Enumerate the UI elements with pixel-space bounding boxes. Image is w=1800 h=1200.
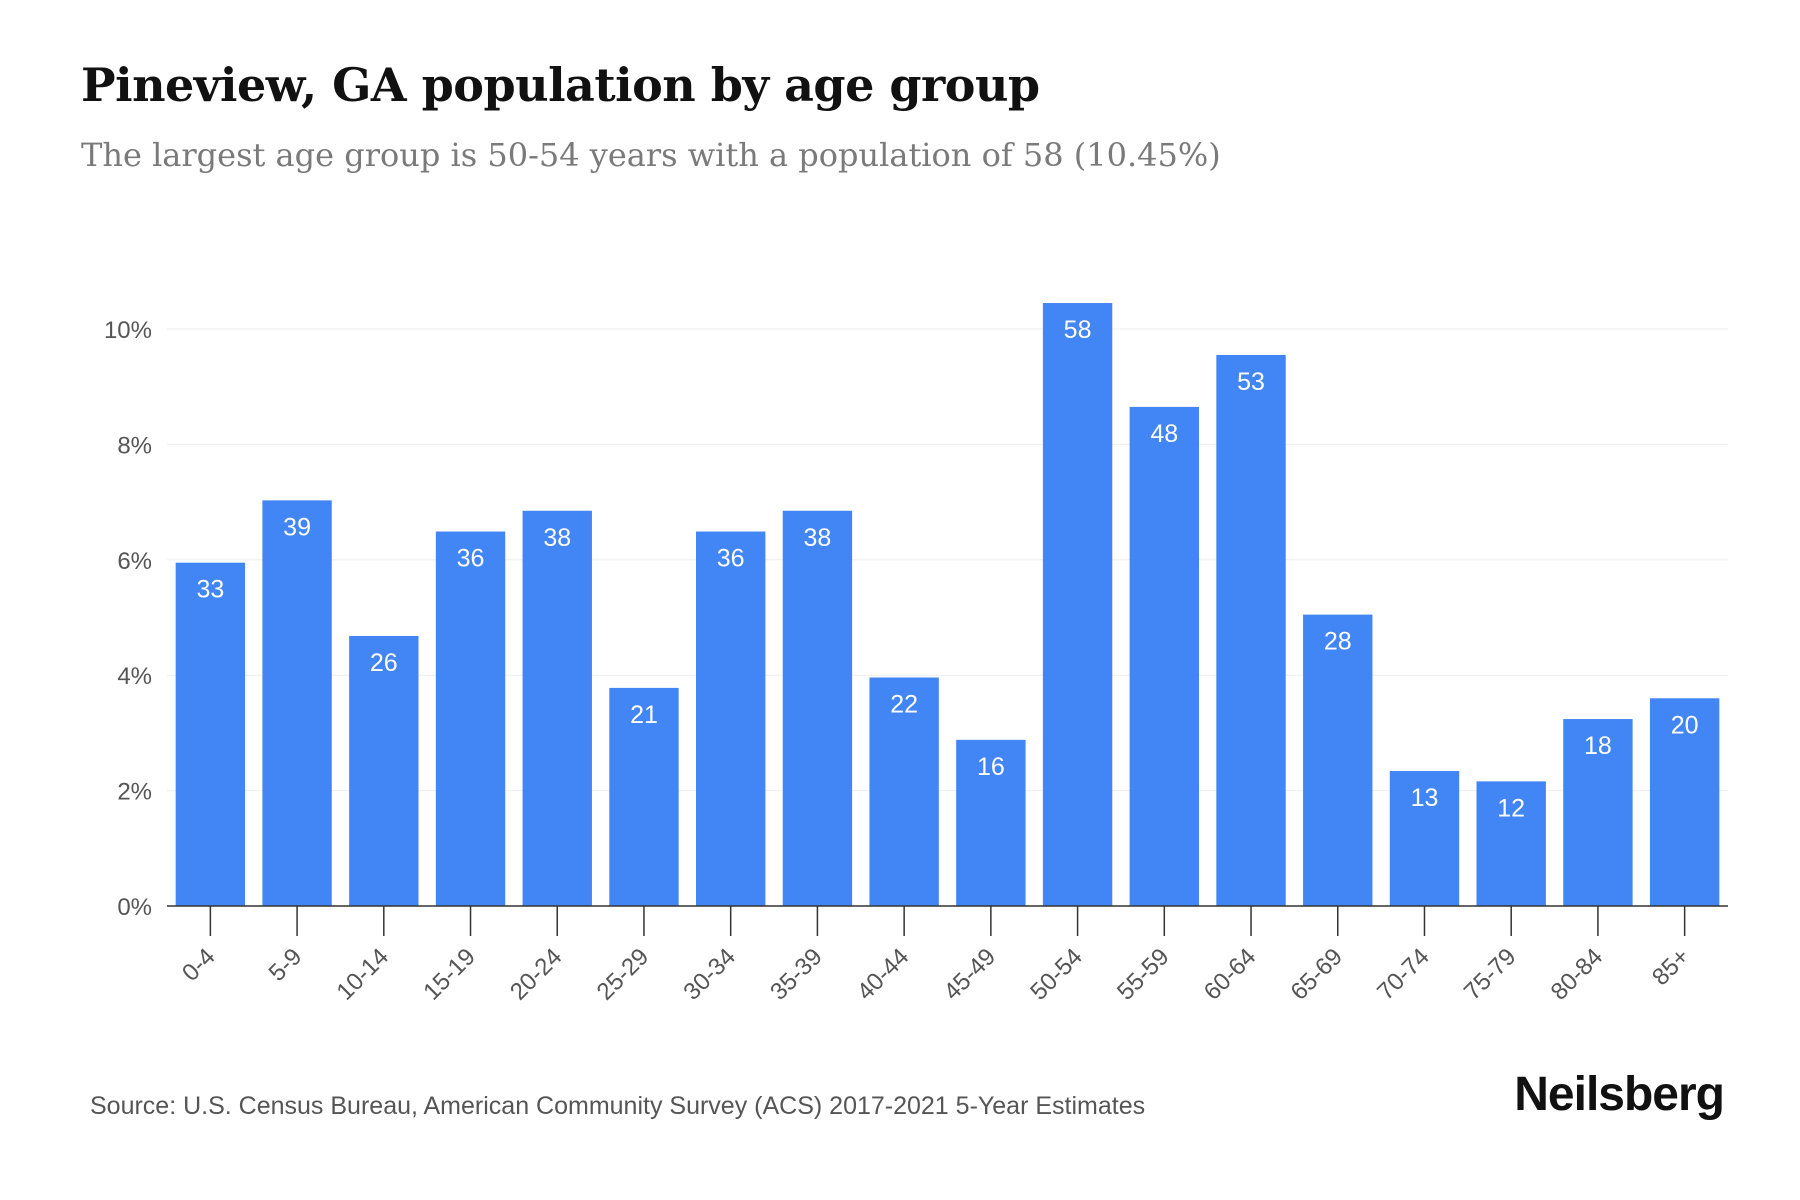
y-tick-label: 4% xyxy=(117,663,152,690)
bar-value-label: 20 xyxy=(1671,711,1699,739)
x-tick-label: 20-24 xyxy=(505,943,568,1006)
y-tick-label: 8% xyxy=(117,432,152,459)
bar-value-label: 12 xyxy=(1497,794,1525,822)
bar xyxy=(782,510,853,906)
bar xyxy=(1389,770,1460,906)
bar xyxy=(1042,303,1113,906)
x-tick-label: 45-49 xyxy=(939,943,1002,1006)
x-tick-label: 80-84 xyxy=(1546,943,1609,1006)
bar xyxy=(349,635,419,906)
bar-value-label: 28 xyxy=(1324,628,1352,656)
bar xyxy=(522,510,592,906)
bar xyxy=(435,531,506,906)
chart-title: Pineview, GA population by age group xyxy=(81,58,1040,112)
bar-value-label: 38 xyxy=(543,524,571,552)
bar-value-label: 33 xyxy=(196,576,224,604)
x-tick-label: 65-69 xyxy=(1285,943,1348,1006)
chart-subtitle: The largest age group is 50-54 years wit… xyxy=(81,136,1221,174)
bar-value-label: 26 xyxy=(370,649,398,677)
bar xyxy=(1303,614,1373,906)
x-tick-label: 5-9 xyxy=(264,943,308,987)
bar-value-label: 22 xyxy=(890,691,918,719)
y-tick-label: 10% xyxy=(104,317,152,344)
bar-value-label: 36 xyxy=(457,545,485,573)
bar-value-label: 36 xyxy=(717,545,745,573)
x-tick-label: 55-59 xyxy=(1112,943,1175,1006)
bar xyxy=(696,531,766,906)
x-tick-label: 15-19 xyxy=(418,943,481,1006)
bar-value-label: 39 xyxy=(283,513,311,541)
x-tick-label: 25-29 xyxy=(592,943,655,1006)
bar-value-label: 53 xyxy=(1237,368,1265,396)
bar-value-label: 16 xyxy=(977,753,1005,781)
bar xyxy=(869,677,939,906)
x-tick-label: 75-79 xyxy=(1459,943,1522,1006)
bar-value-label: 48 xyxy=(1150,420,1178,448)
bar xyxy=(1649,698,1720,906)
brand-logo: Neilsberg xyxy=(1514,1068,1725,1121)
bar xyxy=(262,500,332,906)
bar xyxy=(1129,406,1199,906)
x-tick-label: 70-74 xyxy=(1372,943,1435,1006)
x-tick-label: 40-44 xyxy=(852,943,915,1006)
x-tick-label: 50-54 xyxy=(1025,943,1088,1006)
bar-value-label: 58 xyxy=(1064,316,1092,344)
bar xyxy=(1476,781,1546,906)
bar-value-label: 13 xyxy=(1411,784,1439,812)
bar xyxy=(175,562,246,906)
y-tick-label: 2% xyxy=(117,779,152,806)
x-tick-label: 30-34 xyxy=(678,943,741,1006)
bar xyxy=(956,739,1026,906)
x-tick-label: 0-4 xyxy=(177,943,221,987)
x-tick-label: 35-39 xyxy=(765,943,828,1006)
y-tick-label: 6% xyxy=(117,548,152,575)
x-tick-label: 85+ xyxy=(1647,943,1695,991)
y-tick-label: 0% xyxy=(117,894,152,921)
source-note: Source: U.S. Census Bureau, American Com… xyxy=(90,1092,1146,1120)
x-tick-label: 10-14 xyxy=(332,943,395,1006)
bar-value-label: 18 xyxy=(1584,732,1612,760)
bar-value-label: 38 xyxy=(804,524,832,552)
bar xyxy=(1563,719,1633,906)
bar xyxy=(1216,354,1286,907)
bar xyxy=(609,687,679,906)
x-tick-label: 60-64 xyxy=(1199,943,1262,1006)
bar-value-label: 21 xyxy=(630,701,658,729)
